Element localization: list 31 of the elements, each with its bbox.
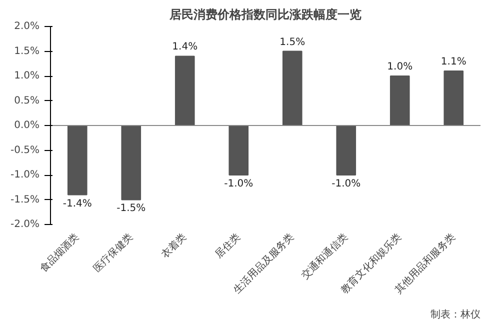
y-tick-label: 1.5% — [14, 46, 40, 57]
data-label: -1.5% — [116, 203, 146, 214]
bar — [282, 50, 302, 126]
y-tick-label: -1.0% — [10, 170, 40, 180]
y-tick-label: -2.0% — [10, 219, 40, 230]
data-label: -1.4% — [62, 198, 92, 210]
y-tick-label: -0.5% — [10, 144, 40, 156]
y-tick-label: 0.5% — [14, 95, 40, 106]
text: 制表：林仪 — [430, 308, 480, 320]
data-label: 1.5% — [280, 36, 306, 48]
data-label: -1.0% — [224, 178, 254, 190]
chart-title: 居民消费价格指数同比涨跌幅度一览 — [168, 8, 362, 22]
x-tick-label: 衣着类 — [159, 230, 189, 261]
bar — [390, 76, 410, 126]
bar — [67, 125, 88, 196]
y-tick-label: 2.0% — [14, 21, 40, 32]
y-tick-label: -1.5% — [10, 194, 40, 206]
bar — [174, 56, 195, 126]
y-tick-label: 1.0% — [14, 70, 40, 82]
data-label: -1.0% — [332, 178, 361, 190]
data-label: 1.1% — [440, 56, 466, 68]
x-tick-label: 居住类 — [212, 230, 243, 261]
y-tick-label: 0.0% — [14, 120, 40, 131]
bar — [336, 125, 356, 176]
x-tick-label: 食品烟酒类 — [37, 230, 82, 275]
bar — [121, 125, 142, 200]
bar — [228, 125, 249, 176]
x-tick-label: 医疗保健类 — [91, 230, 136, 275]
data-label: 1.0% — [387, 62, 413, 73]
bar — [444, 70, 464, 126]
data-label: 1.4% — [172, 42, 198, 53]
